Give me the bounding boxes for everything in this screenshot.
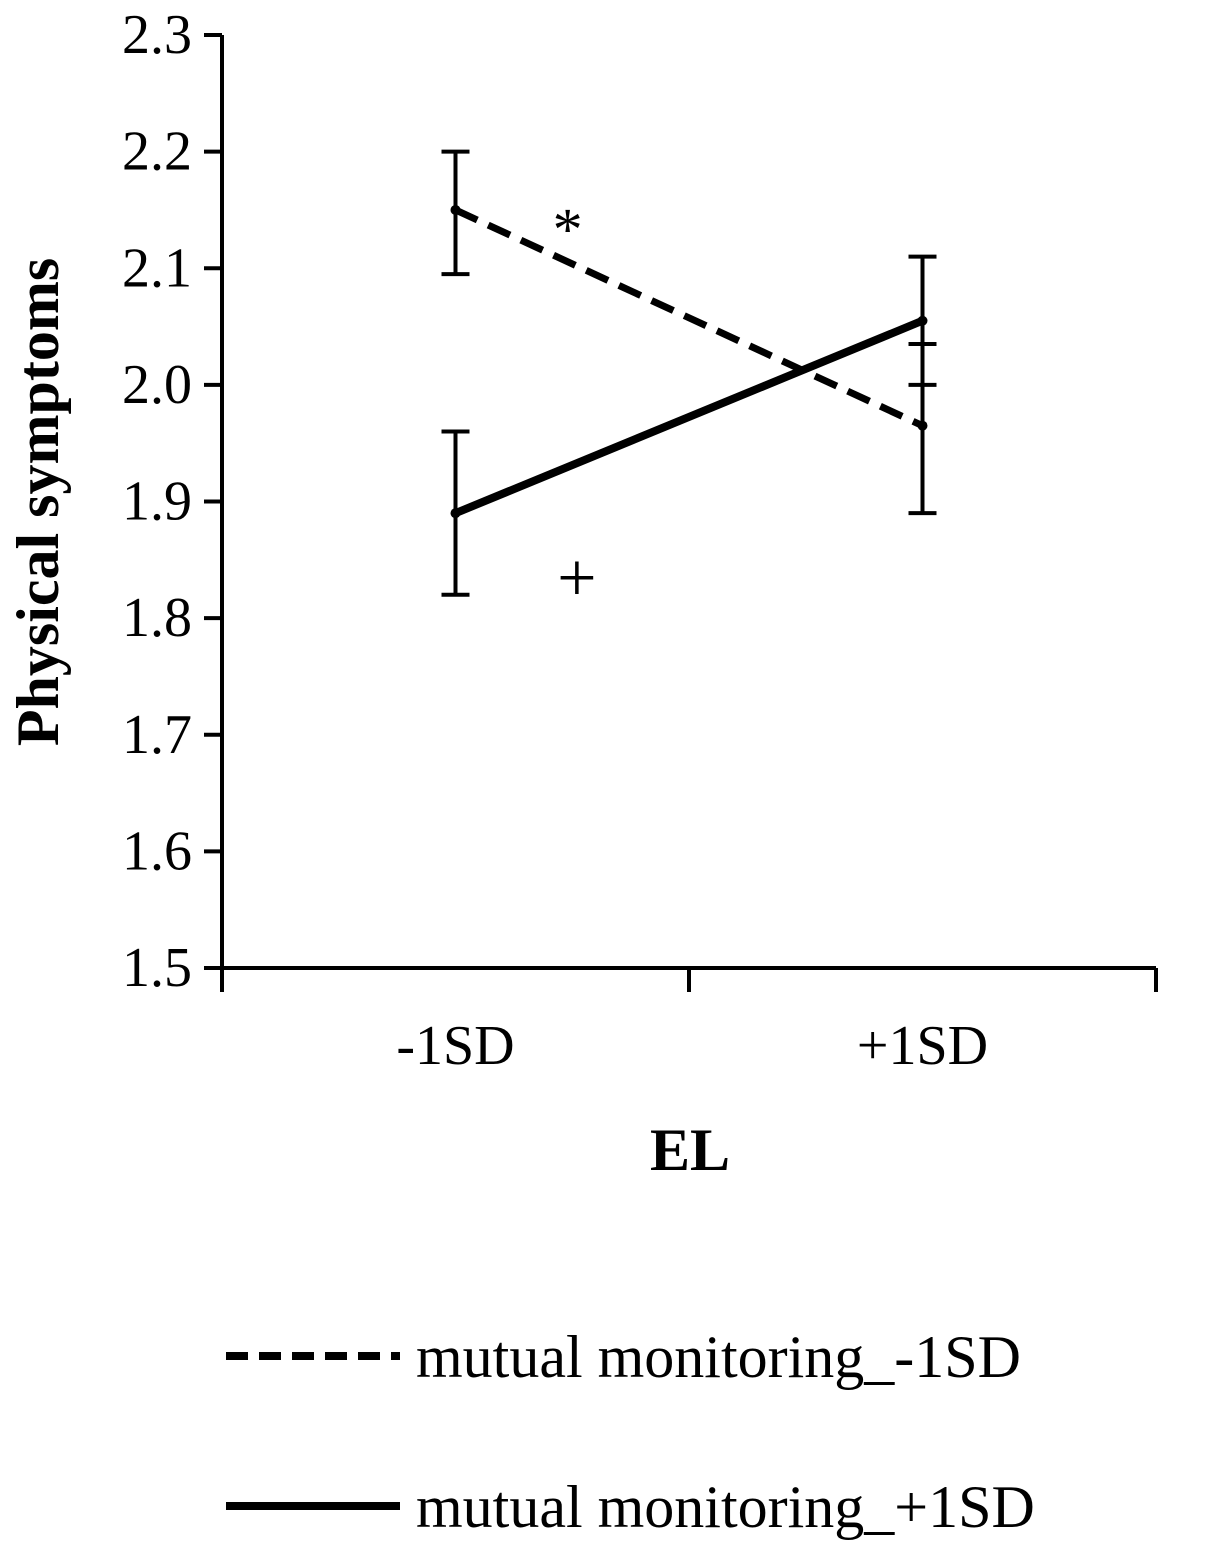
y-tick-label: 1.9: [122, 471, 192, 533]
error-bars: [441, 149, 937, 597]
legend-item-series-1: mutual monitoring_+1SD: [226, 1474, 1035, 1540]
x-axis-title: EL: [650, 1117, 730, 1183]
series-line-1: [453, 317, 925, 517]
axes: [220, 35, 1156, 970]
y-tick-label: 1.7: [122, 704, 192, 766]
legend: mutual monitoring_-1SD mutual monitoring…: [226, 1324, 1035, 1540]
y-tick-label: 2.2: [122, 121, 192, 183]
x-axis-ticks: -1SD +1SD: [220, 968, 1158, 1077]
data-point: [450, 204, 461, 215]
y-tick-label: 1.6: [122, 820, 192, 882]
data-point: [917, 420, 928, 431]
y-tick-label: 2.1: [122, 237, 192, 299]
annotation-asterisk: *: [553, 197, 583, 263]
x-tick-label: -1SD: [396, 1015, 514, 1077]
series-line-0: [454, 206, 924, 429]
x-tick-label: +1SD: [857, 1015, 988, 1077]
y-axis-ticks: 1.5 1.6 1.7 1.8 1.9 2.0 2.1 2.2 2.3: [122, 4, 222, 999]
y-tick-label: 1.8: [122, 587, 192, 649]
data-point: [917, 315, 928, 326]
data-point: [450, 508, 461, 519]
series-lines: [450, 204, 928, 519]
y-tick-label: 2.3: [122, 4, 192, 66]
annotation-plus: +: [557, 540, 596, 617]
y-tick-label: 1.5: [122, 937, 192, 999]
annotations: *+: [553, 197, 597, 618]
legend-item-series-0: mutual monitoring_-1SD: [226, 1324, 1021, 1390]
y-axis-title: Physical symptoms: [5, 258, 71, 746]
y-tick-label: 2.0: [122, 354, 192, 416]
legend-label-series-0: mutual monitoring_-1SD: [416, 1324, 1021, 1390]
legend-label-series-1: mutual monitoring_+1SD: [416, 1474, 1035, 1540]
